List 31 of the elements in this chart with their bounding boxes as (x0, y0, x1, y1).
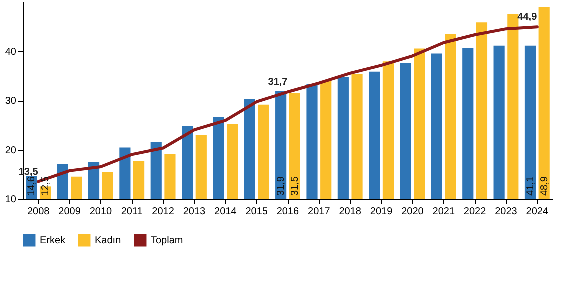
x-tick-label: 2014 (214, 206, 238, 218)
y-tick-label: 10 (5, 194, 17, 206)
x-tick-label: 2011 (121, 206, 144, 218)
data-label: 41,1 (525, 176, 536, 196)
x-tick-label: 2016 (276, 206, 300, 218)
x-tick-label: 2018 (339, 206, 362, 218)
x-tick-label: 2019 (370, 206, 394, 218)
data-label: 14,6 (26, 176, 38, 196)
data-label: 31,9 (276, 176, 288, 196)
data-label: 31,5 (290, 176, 301, 196)
data-label: 48,9 (539, 176, 550, 196)
x-tick-label: 2023 (495, 206, 518, 218)
x-tick-label: 2021 (432, 206, 456, 218)
x-tick-label: 2024 (526, 206, 549, 218)
x-tick-label: 2022 (464, 206, 487, 218)
data-label: 31,7 (268, 77, 288, 88)
x-tick-label: 2010 (90, 206, 112, 218)
y-tick-label: 30 (5, 96, 17, 107)
data-label: 12,5 (40, 176, 52, 196)
x-tick-label: 2008 (27, 206, 50, 218)
x-tick-label: 2009 (58, 206, 82, 218)
y-tick-label: 40 (5, 46, 17, 58)
legend-label: Erkek (40, 236, 67, 247)
x-tick-label: 2013 (183, 206, 206, 218)
x-tick-label: 2015 (246, 206, 268, 218)
legend-label: Toplam (151, 236, 184, 247)
y-tick-label: 20 (5, 145, 17, 156)
x-tick-label: 2017 (308, 206, 331, 218)
x-tick-label: 2012 (152, 206, 175, 218)
x-tick-label: 2020 (402, 206, 424, 218)
legend-label: Kadın (95, 236, 122, 247)
